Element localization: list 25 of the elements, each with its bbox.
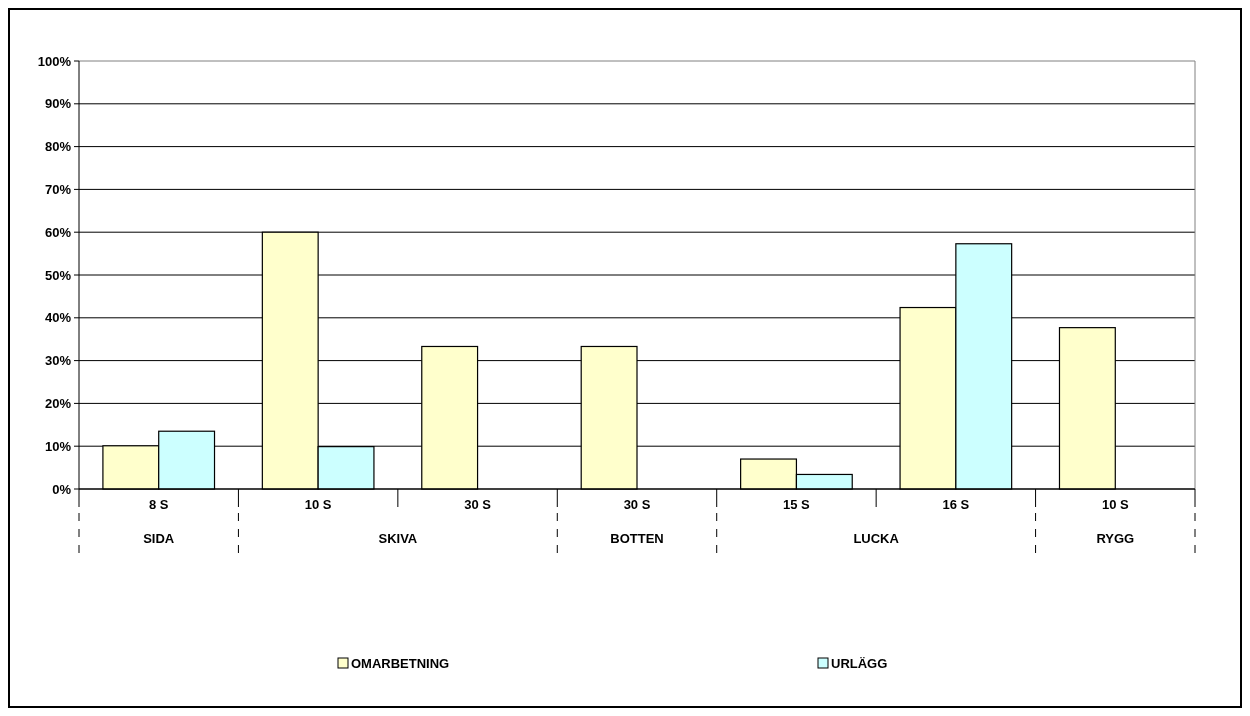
y-tick-label: 90% bbox=[44, 96, 72, 112]
x-tick-label: 30 S bbox=[623, 497, 651, 512]
y-tick-label: 40% bbox=[44, 310, 72, 326]
text: RYGG bbox=[1096, 531, 1135, 546]
x-tick-label: 30 S bbox=[464, 497, 492, 512]
text: SIDA bbox=[143, 531, 175, 546]
legend-label: OMARBETNING bbox=[351, 655, 450, 671]
y-tick-label: 70% bbox=[44, 181, 72, 197]
x-tick-label: 15 S bbox=[783, 497, 811, 512]
y-tick-label: 30% bbox=[44, 353, 72, 369]
text: BOTTEN bbox=[610, 531, 664, 546]
text: SKIVA bbox=[378, 531, 418, 546]
y-tick-label: 20% bbox=[44, 395, 72, 411]
x-tick-label: 10 S bbox=[304, 497, 332, 512]
x-tick-label: 16 S bbox=[942, 497, 970, 512]
text: LUCKA bbox=[853, 531, 900, 546]
y-tick-label: 60% bbox=[44, 224, 72, 240]
y-tick-label: 10% bbox=[44, 438, 72, 454]
y-tick-label: 80% bbox=[44, 139, 72, 155]
y-tick-label: 100% bbox=[37, 53, 72, 69]
x-tick-label: 8 S bbox=[148, 497, 169, 512]
y-tick-label: 50% bbox=[44, 267, 72, 283]
legend-label: URLÄGG bbox=[831, 655, 888, 671]
y-tick-label: 0% bbox=[52, 481, 72, 497]
x-tick-label: 10 S bbox=[1101, 497, 1129, 512]
